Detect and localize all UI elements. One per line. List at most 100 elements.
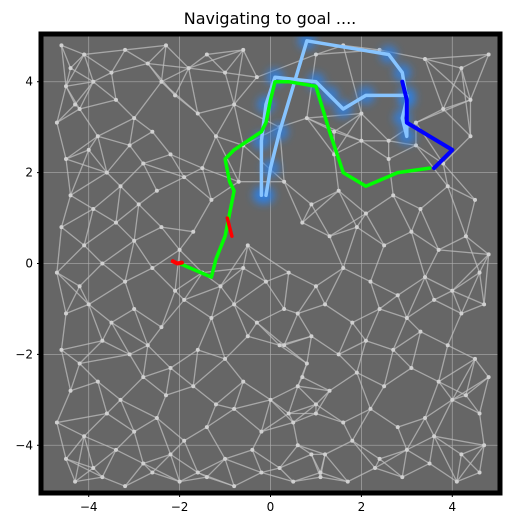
roadmap-edge (56, 421, 85, 437)
roadmap-node (200, 166, 205, 171)
roadmap-edge (315, 403, 344, 424)
roadmap-edge (324, 440, 353, 455)
roadmap-edge (360, 113, 390, 142)
roadmap-edge (233, 76, 258, 105)
roadmap-edge (92, 72, 112, 83)
x-tick-label: 2 (358, 500, 366, 514)
roadmap-edge (84, 49, 126, 56)
roadmap-edge (338, 190, 367, 215)
roadmap-node (204, 425, 209, 430)
roadmap-edge (188, 49, 244, 69)
roadmap-edge (224, 72, 235, 105)
roadmap-edge (397, 276, 426, 296)
roadmap-edge (420, 331, 449, 346)
roadmap-node (295, 311, 300, 316)
roadmap-node (486, 252, 491, 257)
roadmap-node (413, 120, 418, 125)
roadmap-node (359, 111, 364, 116)
roadmap-node (386, 138, 391, 143)
roadmap-edge (333, 140, 362, 156)
roadmap-edge (451, 272, 480, 292)
roadmap-node (259, 470, 264, 475)
roadmap-edge (442, 135, 471, 164)
roadmap-edge (379, 458, 403, 478)
roadmap-edge (320, 471, 348, 483)
roadmap-edge (383, 367, 412, 387)
roadmap-edge (338, 340, 367, 355)
roadmap-edge (60, 45, 72, 69)
roadmap-edge (469, 54, 490, 101)
roadmap-node (263, 279, 268, 284)
roadmap-edge (265, 271, 289, 283)
roadmap-node (73, 102, 78, 107)
roadmap-edge (111, 322, 149, 346)
roadmap-node (423, 275, 428, 280)
roadmap-edge (333, 112, 362, 133)
roadmap-node (427, 461, 432, 466)
roadmap-edge (465, 235, 490, 255)
roadmap-edge (338, 353, 358, 374)
roadmap-edge (88, 149, 108, 174)
roadmap-edge (70, 194, 94, 210)
roadmap-node (477, 270, 482, 275)
roadmap-edge (279, 444, 299, 469)
roadmap-edge (451, 399, 480, 415)
roadmap-node (341, 266, 346, 271)
roadmap-node (318, 475, 323, 480)
roadmap-edge (165, 44, 190, 69)
path-series-line (177, 79, 432, 279)
x-tick-label: −4 (80, 500, 98, 514)
roadmap-node (223, 456, 228, 461)
roadmap-edge (115, 222, 135, 242)
roadmap-node (482, 302, 487, 307)
roadmap-edge (410, 331, 422, 369)
roadmap-edge (270, 385, 299, 401)
roadmap-edge (283, 181, 303, 223)
roadmap-edge (97, 136, 108, 173)
roadmap-node (195, 470, 200, 475)
roadmap-edge (156, 417, 185, 442)
roadmap-edge (169, 154, 185, 178)
roadmap-edge (447, 313, 462, 346)
roadmap-edge (392, 195, 412, 232)
roadmap-node (59, 347, 64, 352)
roadmap-node (250, 447, 255, 452)
roadmap-edge (183, 440, 199, 473)
roadmap-edge (411, 367, 439, 383)
roadmap-edge (361, 140, 390, 160)
roadmap-node (345, 479, 350, 484)
roadmap-edge (147, 44, 167, 64)
y-axis-ticks: −4 −2 0 2 4 (15, 75, 41, 452)
roadmap-node (391, 193, 396, 198)
roadmap-edge (56, 227, 63, 273)
roadmap-edge (379, 308, 408, 319)
roadmap-node (436, 379, 441, 384)
roadmap-edge (211, 181, 240, 201)
roadmap-edge (297, 385, 330, 392)
roadmap-edge (424, 276, 435, 301)
roadmap-node (418, 329, 423, 334)
roadmap-edge (147, 344, 171, 369)
roadmap-node (168, 452, 173, 457)
roadmap-edge (343, 44, 380, 51)
roadmap-edge (160, 45, 167, 82)
roadmap-edge (297, 385, 317, 405)
roadmap-edge (460, 272, 481, 314)
roadmap-edge (61, 44, 85, 56)
roadmap-node (441, 106, 446, 111)
roadmap-edge (238, 145, 244, 182)
roadmap-edge (370, 281, 399, 296)
roadmap-node (63, 456, 68, 461)
roadmap-node (150, 470, 155, 475)
roadmap-edge (224, 358, 244, 383)
roadmap-edge (129, 144, 144, 164)
roadmap-edge (460, 67, 472, 101)
roadmap-edge (83, 53, 112, 74)
roadmap-node (204, 52, 209, 57)
roadmap-edge (56, 390, 72, 423)
roadmap-edge (306, 112, 362, 119)
roadmap-edge (478, 272, 485, 305)
roadmap-edge (429, 462, 458, 483)
roadmap-edge (233, 49, 244, 105)
roadmap-node (177, 479, 182, 484)
